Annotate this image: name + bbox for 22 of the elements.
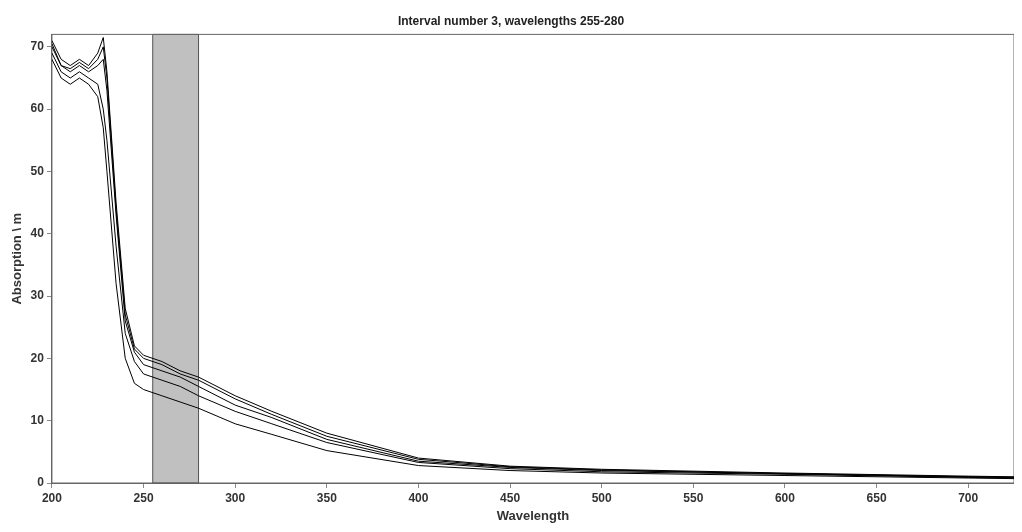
x-tick-label: 500 — [591, 490, 613, 505]
x-tick-label: 250 — [133, 490, 154, 505]
chart-title: Interval number 3, wavelengths 255-280 — [397, 13, 625, 28]
x-tick-label: 300 — [225, 490, 246, 505]
y-tick-label: 60 — [30, 101, 45, 116]
y-tick-label: 20 — [30, 350, 45, 365]
x-tick-label: 650 — [866, 490, 887, 505]
y-tick-label: 70 — [30, 39, 45, 54]
y-tick-label: 40 — [30, 226, 45, 241]
y-axis-title: Absorption \ m — [9, 212, 25, 305]
y-tick-label: 0 — [37, 475, 45, 490]
x-tick-label: 400 — [408, 490, 429, 505]
x-tick-label: 450 — [500, 490, 521, 505]
x-tick-label: 600 — [774, 490, 796, 505]
y-tick-label: 10 — [30, 413, 45, 428]
x-tick-label: 550 — [683, 490, 704, 505]
x-axis-title: Wavelength — [496, 507, 570, 523]
x-tick-label: 700 — [958, 490, 979, 505]
x-tick-label: 350 — [316, 490, 338, 505]
y-tick-label: 50 — [30, 163, 45, 178]
x-tick-label: 200 — [41, 490, 63, 505]
y-tick-label: 30 — [30, 288, 45, 303]
